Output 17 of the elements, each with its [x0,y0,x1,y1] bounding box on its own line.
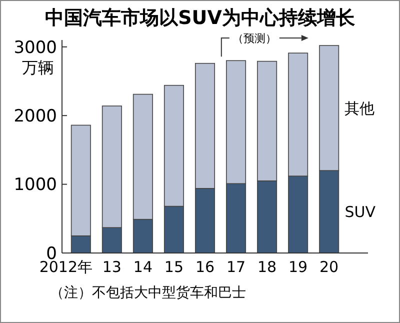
x-tick-label: 18 [257,258,277,276]
x-tick-label: 15 [164,258,184,276]
x-tick-label: 20 [320,258,339,276]
text: （注）不包括大中型货车和巴士 [50,285,246,301]
y-tick-label: 3000 [14,38,57,58]
series-label: SUV [344,203,376,222]
x-tick-label: 14 [133,258,153,276]
x-tick-label: 17 [226,258,246,276]
x-tick-label: 19 [288,258,308,276]
annotation: （预测） [232,32,276,45]
y-axis-title: 万辆 [22,58,54,77]
x-tick-label: 13 [102,258,122,276]
y-tick-label: 2000 [14,106,57,127]
y-tick-label: 1000 [14,175,57,196]
series-label: 其他 [344,99,375,118]
x-tick-label: 16 [195,258,215,276]
chart-title: 中国汽车市场以SUV为中心持续增长 [45,7,356,29]
